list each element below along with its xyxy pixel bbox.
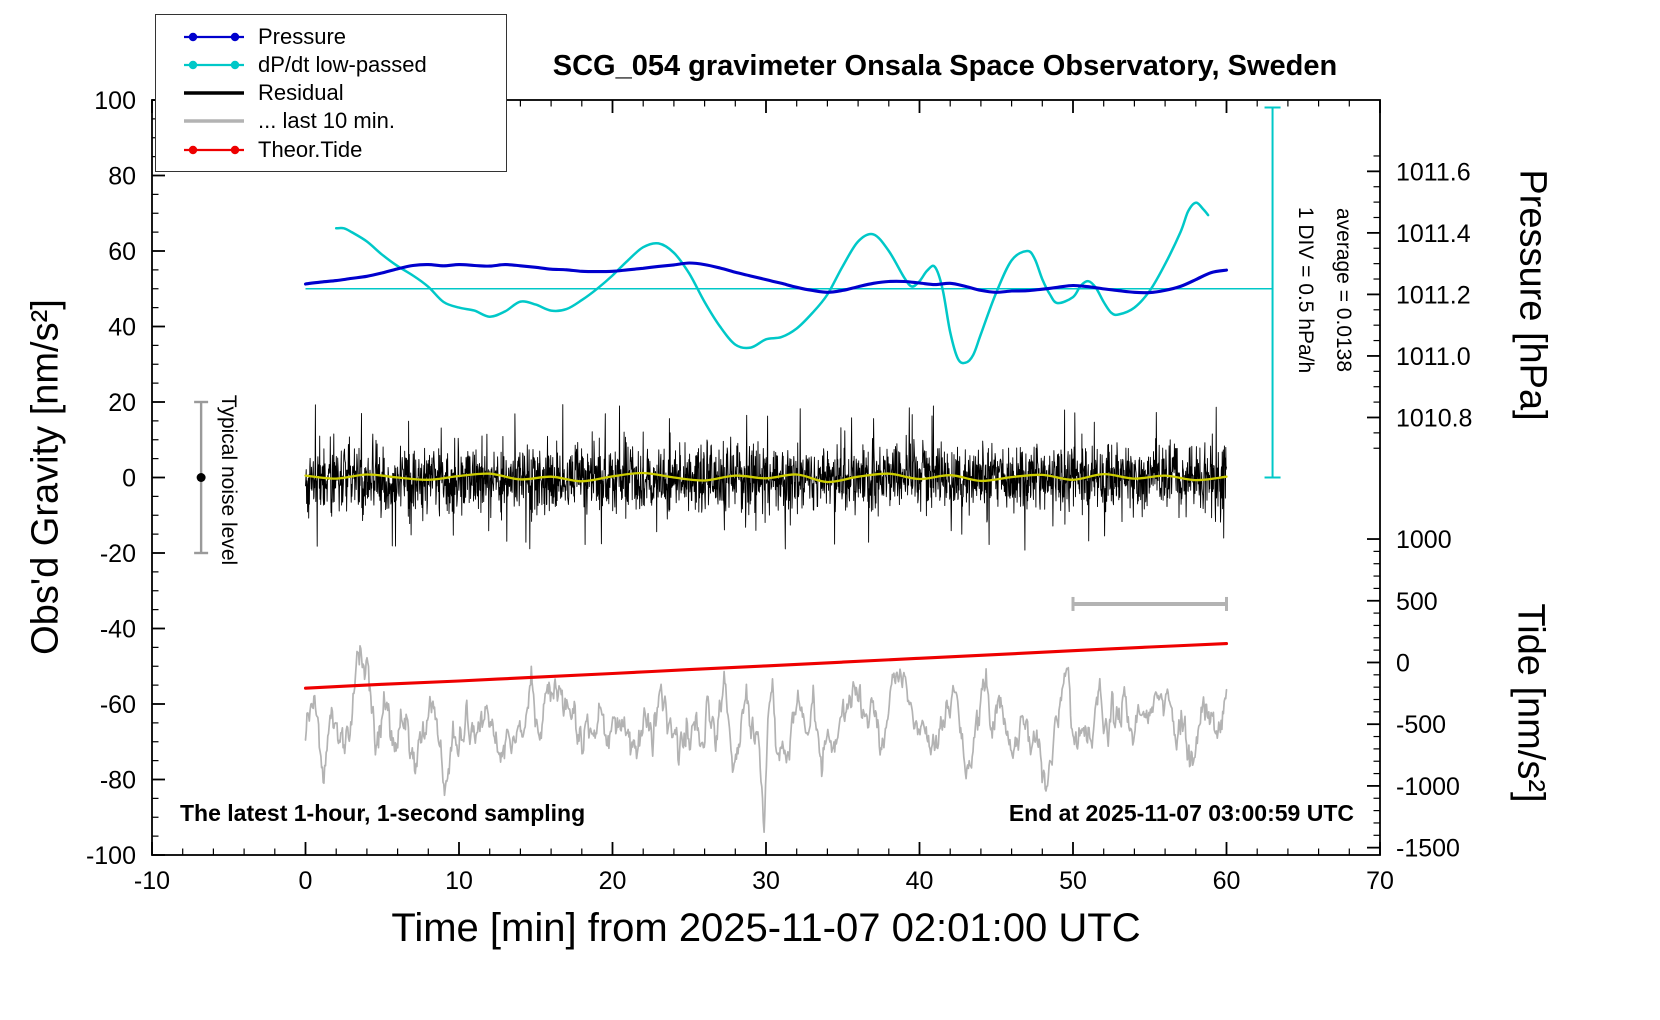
y-tick-label: 0 (122, 465, 136, 493)
x-tick-label: 40 (906, 867, 934, 895)
series-pressure (303, 261, 1229, 295)
pressure-tick-label: 1010.8 (1396, 404, 1472, 432)
legend-marker-dot (188, 32, 198, 41)
tide-tick-label: -1000 (1396, 773, 1460, 801)
legend-item-theor-tide: Theor.Tide (182, 136, 506, 163)
legend-item-dpdt: dP/dt low-passed (182, 51, 506, 78)
y-tick-label: -40 (100, 616, 136, 644)
legend-item-last10: ... last 10 min. (182, 108, 506, 135)
legend: Pressure dP/dt low-passed Residual ... l… (155, 14, 507, 172)
tide-tick-label: -500 (1396, 711, 1446, 739)
x-tick-label: 60 (1213, 867, 1241, 895)
series-layer (303, 201, 1229, 834)
noise-level-label: Typical noise level (217, 394, 240, 566)
tide-tick-label: 500 (1396, 588, 1438, 616)
x-tick-label: 70 (1366, 867, 1394, 895)
pressure-tick-label: 1011.6 (1396, 158, 1471, 186)
tide-tick-label: -1500 (1396, 835, 1460, 863)
legend-label-dpdt: dP/dt low-passed (258, 51, 427, 77)
x-tick-label: -10 (134, 867, 170, 895)
residual-line-marker (184, 91, 244, 95)
y-tick-label: 60 (108, 238, 136, 266)
legend-label-pressure: Pressure (258, 23, 347, 49)
legend-item-residual: Residual (182, 80, 506, 107)
legend-label-residual: Residual (258, 80, 344, 105)
y-tick-label: -20 (100, 540, 136, 568)
y-axis-label-tide: Tide [nm/s²] (1509, 603, 1552, 803)
div-scale-annotation: 1 DIV = 0.5 hPa/h (1294, 206, 1317, 374)
legend-marker-dot (188, 145, 198, 154)
end-time-note: End at 2025-11-07 03:00:59 UTC (1008, 800, 1354, 826)
y-tick-label: 100 (94, 87, 136, 115)
y-tick-label: -60 (100, 691, 136, 719)
series-residual-smooth (304, 471, 1228, 484)
theor-tide-line-marker (184, 145, 244, 154)
last10-line-marker (184, 119, 244, 123)
x-tick-label: 50 (1059, 867, 1087, 895)
series-theor-tide (303, 642, 1229, 690)
y-axis-label-gravity: Obs'd Gravity [nm/s²] (24, 299, 67, 655)
x-tick-label: 30 (752, 867, 780, 895)
legend-marker-dot (188, 60, 198, 69)
legend-marker-dot (230, 145, 240, 154)
x-tick-label: 10 (445, 867, 473, 895)
x-tick-label: 0 (299, 867, 313, 895)
legend-item-pressure: Pressure (182, 23, 506, 50)
y-tick-label: -100 (86, 842, 136, 870)
y-tick-label: -80 (100, 767, 136, 795)
legend-marker-dot (230, 32, 240, 41)
legend-label-last10: ... last 10 min. (258, 108, 395, 134)
sampling-note: The latest 1-hour, 1-second sampling (180, 800, 586, 826)
y-tick-label: 20 (108, 389, 136, 417)
series-residual (305, 404, 1227, 551)
tide-tick-label: 0 (1396, 649, 1410, 677)
noise-errorbar-dot (196, 473, 206, 482)
series-dpdt-low-passed (334, 201, 1210, 365)
pressure-tick-label: 1011.4 (1396, 220, 1471, 248)
y-tick-label: 80 (108, 163, 136, 191)
x-tick-label: 20 (599, 867, 627, 895)
average-annotation: average = 0.0138 (1332, 207, 1355, 373)
tide-tick-label: 1000 (1396, 526, 1452, 554)
pressure-tick-label: 1011.0 (1396, 343, 1471, 371)
y-tick-label: 40 (108, 314, 136, 342)
chart-title: SCG_054 gravimeter Onsala Space Observat… (552, 50, 1338, 82)
dpdt-line-marker (184, 60, 244, 69)
series-last-10-min (304, 645, 1228, 834)
y-axis-label-pressure: Pressure [hPa] (1511, 169, 1554, 421)
pressure-tick-label: 1011.2 (1396, 281, 1471, 309)
legend-label-theor-tide: Theor.Tide (258, 136, 363, 162)
legend-marker-dot (230, 60, 240, 69)
x-axis-label: Time [min] from 2025-11-07 02:01:00 UTC (391, 906, 1141, 950)
pressure-line-marker (184, 32, 244, 41)
